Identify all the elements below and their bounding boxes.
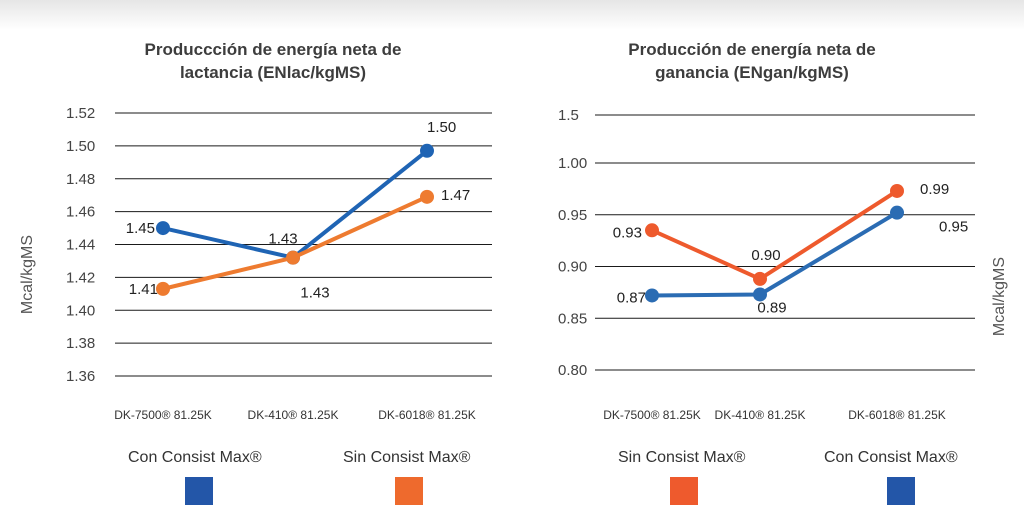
chart-title: Produccción de energía neta de lactancia… bbox=[144, 40, 402, 82]
chart-ganancia: Producción de energía neta de ganancia (… bbox=[512, 0, 1024, 528]
y-tick-label: 1.5 bbox=[558, 107, 579, 124]
y-tick-label: 1.38 bbox=[66, 335, 95, 352]
y-tick-label: 1.52 bbox=[66, 105, 95, 122]
legend-label: Con Consist Max® bbox=[824, 449, 958, 466]
x-tick-label: DK-7500® 81.25K bbox=[114, 408, 212, 422]
data-point bbox=[645, 288, 659, 303]
data-point bbox=[420, 143, 434, 158]
legend-swatch-sin bbox=[670, 477, 698, 505]
chart-lactancia: Produccción de energía neta de lactancia… bbox=[19, 40, 492, 505]
y-axis-label: Mcal/kgMS bbox=[19, 235, 36, 314]
x-tick-label: DK-6018® 81.25K bbox=[378, 408, 476, 422]
legend-label: Con Consist Max® bbox=[128, 449, 262, 466]
data-label: 0.90 bbox=[751, 247, 780, 264]
data-label: 0.99 bbox=[920, 181, 949, 198]
gridlines bbox=[115, 112, 492, 377]
data-point bbox=[753, 287, 767, 302]
legend-swatch-con bbox=[887, 477, 915, 505]
x-tick-label: DK-6018® 81.25K bbox=[848, 408, 946, 422]
data-point bbox=[156, 221, 170, 236]
legend-label: Sin Consist Max® bbox=[618, 449, 746, 466]
legend-label: Sin Consist Max® bbox=[343, 449, 471, 466]
data-point bbox=[890, 183, 904, 198]
data-label: 1.43 bbox=[268, 231, 297, 248]
data-point bbox=[286, 250, 300, 265]
chart-plot-area: 1.00 0.95 0.90 0.85 0.80 1.5 Mcal/kgMS DK-7500®… bbox=[558, 107, 1008, 422]
data-label: 1.47 bbox=[441, 187, 470, 204]
y-tick-label: 1.00 bbox=[558, 155, 587, 172]
y-tick-label: 0.90 bbox=[558, 259, 587, 276]
y-tick-label: 1.44 bbox=[66, 237, 95, 254]
data-label: 1.50 bbox=[427, 119, 456, 136]
y-tick-label: 0.85 bbox=[558, 310, 587, 327]
y-tick-label: 0.95 bbox=[558, 207, 587, 224]
y-tick-label: 1.46 bbox=[66, 204, 95, 221]
data-label: 1.45 bbox=[126, 220, 155, 237]
legend-swatch-con bbox=[185, 477, 213, 505]
data-point bbox=[645, 223, 659, 238]
y-axis-label: Mcal/kgMS bbox=[991, 257, 1008, 336]
data-label: 0.87 bbox=[617, 289, 646, 306]
data-point bbox=[156, 281, 170, 296]
y-ticks: 1.52 1.50 1.48 1.46 1.44 1.42 1.40 1.38 1.36 bbox=[66, 105, 95, 385]
data-label: 0.95 bbox=[939, 219, 968, 236]
x-tick-label: DK-7500® 81.25K bbox=[603, 408, 701, 422]
y-tick-label: 1.42 bbox=[66, 269, 95, 286]
y-tick-label: 1.40 bbox=[66, 302, 95, 319]
y-tick-label: 1.50 bbox=[66, 138, 95, 155]
x-tick-label: DK-410® 81.25K bbox=[715, 408, 806, 422]
data-label: 0.93 bbox=[613, 224, 642, 241]
data-point bbox=[420, 189, 434, 204]
gridlines bbox=[595, 114, 975, 371]
chart-plot-area: 1.52 1.50 1.48 1.46 1.44 1.42 1.40 1.38 1.36 Mcal… bbox=[19, 105, 492, 422]
y-tick-label: 1.48 bbox=[66, 171, 95, 188]
data-point bbox=[753, 271, 767, 286]
y-tick-label: 1.36 bbox=[66, 368, 95, 385]
header-shade bbox=[0, 0, 1024, 30]
legend-swatch-sin bbox=[395, 477, 423, 505]
y-ticks: 1.00 0.95 0.90 0.85 0.80 1.5 bbox=[558, 107, 587, 379]
data-label: 1.41 bbox=[129, 281, 158, 298]
y-tick-label: 0.80 bbox=[558, 362, 587, 379]
data-label: 0.89 bbox=[757, 299, 786, 316]
chart-title: Producción de energía neta de ganancia (… bbox=[628, 40, 876, 82]
data-point bbox=[890, 205, 904, 220]
x-tick-label: DK-410® 81.25K bbox=[248, 408, 339, 422]
data-label: 1.43 bbox=[300, 285, 329, 302]
